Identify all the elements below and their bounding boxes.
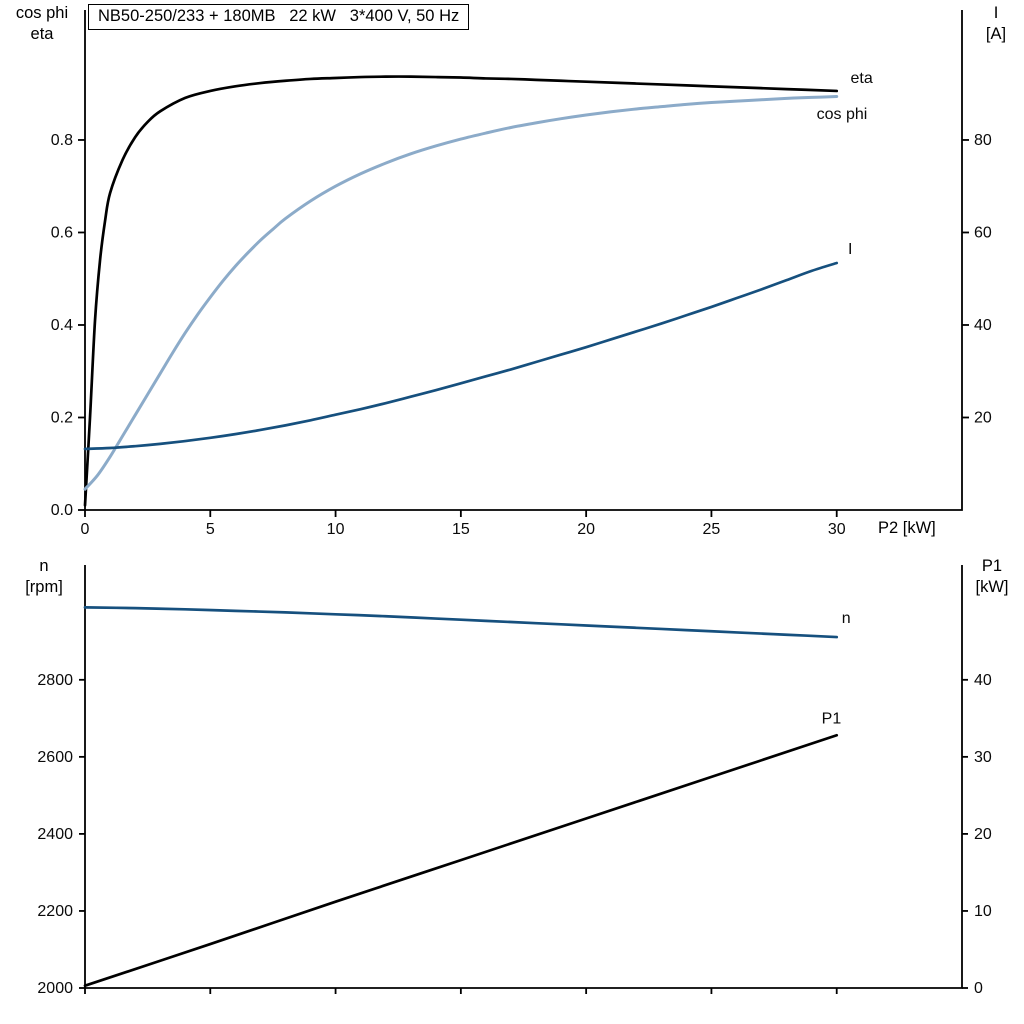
curve-eta (83, 75, 839, 507)
axis-frame (84, 565, 963, 989)
curve-label-i: I (848, 241, 852, 258)
y-right-tick-label: 10 (974, 903, 992, 920)
y-left-tick-label: 2400 (37, 826, 73, 843)
curve-label-eta: eta (850, 70, 872, 87)
current-unit-label: [A] (985, 25, 1007, 43)
cos-phi-axis-label: cos phi (15, 4, 69, 22)
p1-axis-label: P1 (981, 557, 1003, 575)
y-right-tick-label: 20 (974, 826, 992, 843)
x-tick-label: 5 (206, 521, 215, 538)
y-right-tick-label: 80 (974, 132, 992, 149)
x-tick-label: 20 (577, 521, 595, 538)
y-left-tick-label: 2600 (37, 749, 73, 766)
y-left-tick-label: 0.0 (51, 502, 73, 519)
speed-axis-label: n (39, 557, 49, 575)
curve-label-cos-phi: cos phi (817, 106, 868, 123)
x-tick-label: 10 (327, 521, 345, 538)
y-left-tick-label: 0.4 (51, 317, 73, 334)
curve-cos-phi (83, 94, 839, 491)
chart-bottom: 2000 2200 2400 2600 2800 0 10 20 30 40 n P1 (37, 565, 992, 997)
x-tick-label: 30 (828, 521, 846, 538)
x-tick-label: 0 (81, 521, 90, 538)
top-right-axis-title: I [A] (970, 3, 1022, 45)
axis-frame (84, 10, 963, 511)
eta-axis-label: eta (30, 25, 54, 43)
curve-label-p1: P1 (822, 711, 842, 728)
x-tick-label: 25 (703, 521, 721, 538)
curve-label-n: n (842, 610, 851, 627)
y-right-tick-label: 20 (974, 409, 992, 426)
current-axis-label: I (993, 4, 999, 22)
y-right-tick-label: 0 (974, 980, 983, 997)
y-left-tick-label: 2000 (37, 980, 73, 997)
curve-i (83, 261, 839, 451)
y-right-tick-label: 40 (974, 672, 992, 689)
bottom-left-axis-title: n [rpm] (8, 556, 80, 598)
p1-unit-label: [kW] (975, 578, 1009, 596)
y-right-tick-label: 40 (974, 317, 992, 334)
speed-unit-label: [rpm] (25, 578, 63, 596)
bottom-right-axis-title: P1 [kW] (962, 556, 1022, 598)
y-right-tick-label: 60 (974, 224, 992, 241)
y-left-tick-label: 2800 (37, 672, 73, 689)
y-left-tick-label: 2200 (37, 903, 73, 920)
x-tick-label: 15 (452, 521, 470, 538)
y-left-tick-label: 0.6 (51, 224, 73, 241)
top-left-axis-title: cos phi eta (2, 3, 82, 45)
chart-title-box: NB50-250/233 + 180MB 22 kW 3*400 V, 50 H… (88, 4, 470, 30)
x-axis-title: P2 [kW] (878, 519, 936, 537)
chart-top: 0 5 10 15 20 25 30 0.0 0.2 0.4 0.6 0.8 20 40 60 80 eta co… (51, 10, 992, 538)
curve-n (83, 606, 839, 639)
y-right-tick-label: 30 (974, 749, 992, 766)
curve-p1 (83, 733, 839, 988)
y-left-tick-label: 0.2 (51, 409, 73, 426)
y-left-tick-label: 0.8 (51, 132, 73, 149)
